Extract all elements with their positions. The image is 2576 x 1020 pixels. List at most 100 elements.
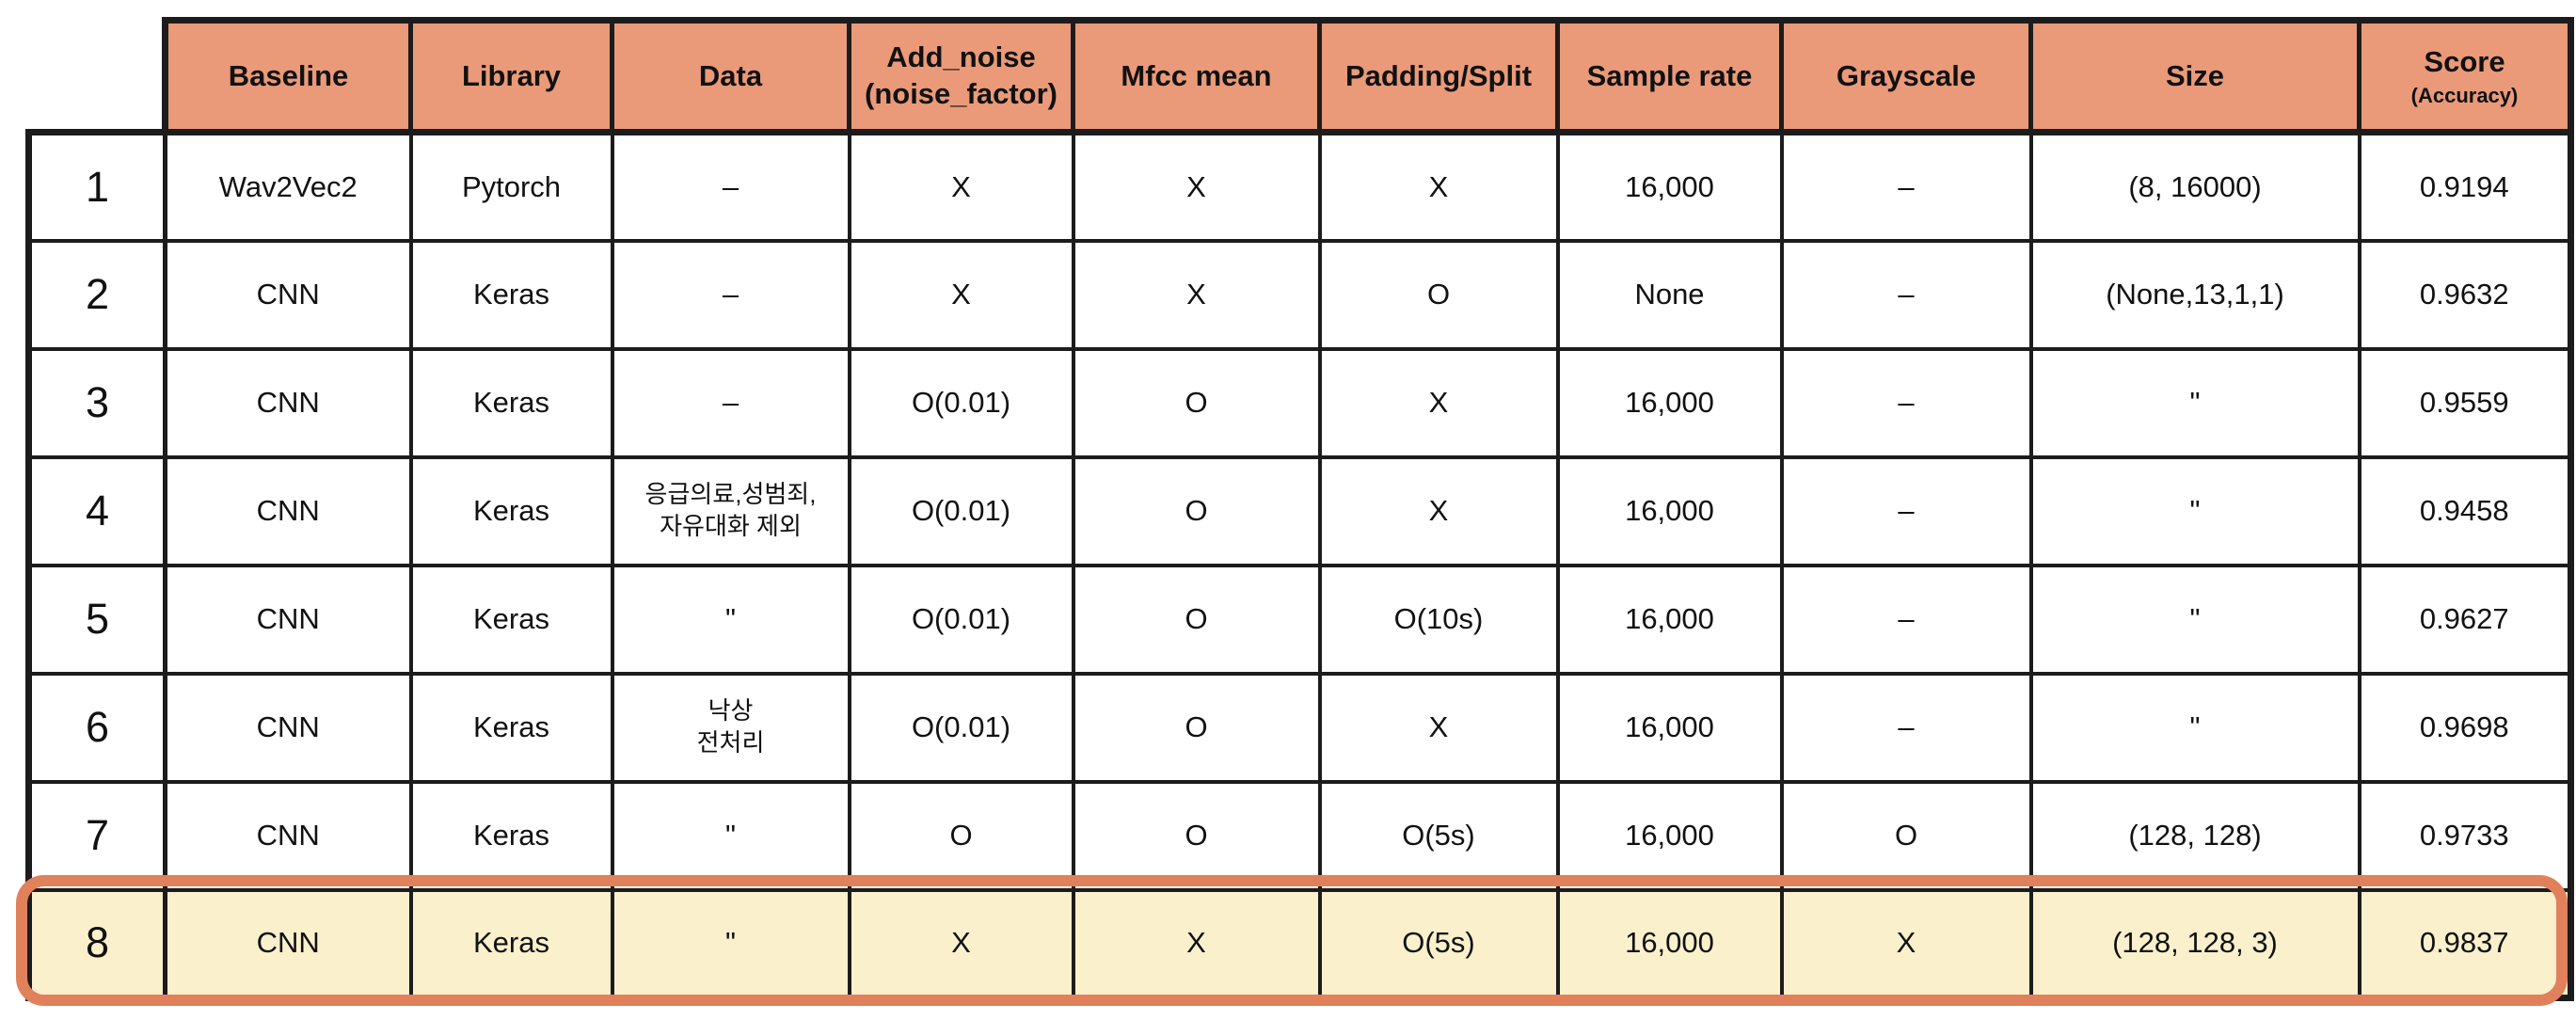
table-cell: – [1779, 671, 2033, 784]
table-cell: O(0.01) [847, 671, 1075, 784]
table-cell: 응급의료,성범죄, 자유대화 제외 [610, 454, 851, 567]
row-number: 6 [25, 671, 167, 784]
table-cell: CNN [163, 346, 413, 459]
col-header-data: Data [610, 17, 851, 135]
table-cell: O [1317, 238, 1560, 351]
table-cell: Keras [408, 671, 614, 784]
table-cell: Keras [408, 779, 614, 892]
table-cell: Keras [408, 346, 614, 459]
col-header-baseline: Baseline [162, 17, 413, 135]
table-cell: X [1317, 454, 1560, 567]
row-number: 3 [25, 346, 167, 459]
table-cell: O [1071, 671, 1322, 784]
table-cell: X [847, 238, 1075, 351]
row-number: 2 [25, 238, 167, 351]
table-cell: – [1779, 129, 2033, 243]
table-cell: 0.9194 [2357, 129, 2574, 243]
table-cell: O [847, 779, 1075, 892]
table-cell: X [847, 887, 1075, 1001]
table-cell: None [1555, 238, 1784, 351]
table-cell: Keras [408, 563, 614, 676]
col-header-sample-rate: Sample rate [1555, 17, 1784, 135]
table-cell: 0.9458 [2357, 454, 2574, 567]
table-cell: 16,000 [1555, 671, 1784, 784]
table-cell: O [1071, 346, 1322, 459]
table-cell: (128, 128, 3) [2028, 887, 2361, 1001]
table-cell: O(10s) [1317, 563, 1560, 676]
table-cell: – [1779, 238, 2033, 351]
table-row: 6 CNN Keras 낙상 전처리 O(0.01) O X 16,000 – … [25, 671, 2574, 784]
table-cell: Wav2Vec2 [163, 129, 413, 243]
col-header-score: Score (Accuracy) [2357, 17, 2574, 135]
col-header-library: Library [408, 17, 614, 135]
table-row: 1 Wav2Vec2 Pytorch – X X X 16,000 – (8, … [25, 129, 2574, 243]
score-label: Score [2424, 44, 2505, 78]
table-cell: X [847, 129, 1075, 243]
table-cell: 16,000 [1555, 779, 1784, 892]
table-cell: CNN [163, 454, 413, 567]
table-cell: X [1317, 129, 1560, 243]
row-number: 7 [25, 779, 167, 892]
table-cell: 16,000 [1555, 563, 1784, 676]
table-cell: " [610, 779, 851, 892]
table-cell: " [610, 887, 851, 1001]
table-cell: X [1071, 129, 1322, 243]
col-header-grayscale: Grayscale [1779, 17, 2033, 135]
table-row: 5 CNN Keras " O(0.01) O O(10s) 16,000 – … [25, 563, 2574, 676]
table-cell: O(0.01) [847, 563, 1075, 676]
row-number: 4 [25, 454, 167, 567]
table-cell: X [1071, 238, 1322, 351]
table-row-highlighted: 8 CNN Keras " X X O(5s) 16,000 X (128, 1… [25, 887, 2574, 1001]
table-cell: – [1779, 346, 2033, 459]
table-cell: " [2028, 563, 2361, 676]
results-table: Baseline Library Data Add_noise (noise_f… [25, 17, 2574, 1001]
table-cell: 0.9733 [2357, 779, 2574, 892]
header-row: Baseline Library Data Add_noise (noise_f… [29, 17, 2574, 135]
col-header-size: Size [2028, 17, 2361, 135]
table-cell: O [1071, 779, 1322, 892]
table-cell: X [1779, 887, 2033, 1001]
table-cell: " [2028, 671, 2361, 784]
table-cell: – [610, 129, 851, 243]
table-cell: Pytorch [408, 129, 614, 243]
table-cell: Keras [408, 887, 614, 1001]
table-cell: – [610, 238, 851, 351]
table-cell: O(5s) [1317, 779, 1560, 892]
table-row: 3 CNN Keras – O(0.01) O X 16,000 – " 0.9… [25, 346, 2574, 459]
table-cell: (None,13,1,1) [2028, 238, 2361, 351]
table-cell: O [1779, 779, 2033, 892]
table-cell: Keras [408, 454, 614, 567]
table-cell: O [1071, 454, 1322, 567]
table-cell: X [1317, 346, 1560, 459]
table-cell: 16,000 [1555, 346, 1784, 459]
table-cell: 0.9627 [2357, 563, 2574, 676]
table-cell: Keras [408, 238, 614, 351]
table-cell: X [1071, 887, 1322, 1001]
table-cell: 0.9837 [2357, 887, 2574, 1001]
table-cell: O(0.01) [847, 346, 1075, 459]
table-cell: (8, 16000) [2028, 129, 2361, 243]
row-number: 5 [25, 563, 167, 676]
col-header-mfcc-mean: Mfcc mean [1071, 17, 1322, 135]
table-cell: CNN [163, 671, 413, 784]
table-cell: 낙상 전처리 [610, 671, 851, 784]
col-header-add-noise: Add_noise (noise_factor) [847, 17, 1075, 135]
table-cell: 16,000 [1555, 129, 1784, 243]
table-cell: (128, 128) [2028, 779, 2361, 892]
table-cell: – [610, 346, 851, 459]
table-cell: 0.9698 [2357, 671, 2574, 784]
table-cell: X [1317, 671, 1560, 784]
table-cell: 16,000 [1555, 887, 1784, 1001]
table-cell: CNN [163, 779, 413, 892]
table-cell: O(5s) [1317, 887, 1560, 1001]
table-cell: – [1779, 454, 2033, 567]
table-cell: 0.9559 [2357, 346, 2574, 459]
row-number: 1 [25, 129, 167, 243]
table-row: 2 CNN Keras – X X O None – (None,13,1,1)… [25, 238, 2574, 351]
table-cell: CNN [163, 238, 413, 351]
table-cell: " [2028, 346, 2361, 459]
col-header-padding-split: Padding/Split [1317, 17, 1560, 135]
table-cell: O [1071, 563, 1322, 676]
table-row: 7 CNN Keras " O O O(5s) 16,000 O (128, 1… [25, 779, 2574, 892]
